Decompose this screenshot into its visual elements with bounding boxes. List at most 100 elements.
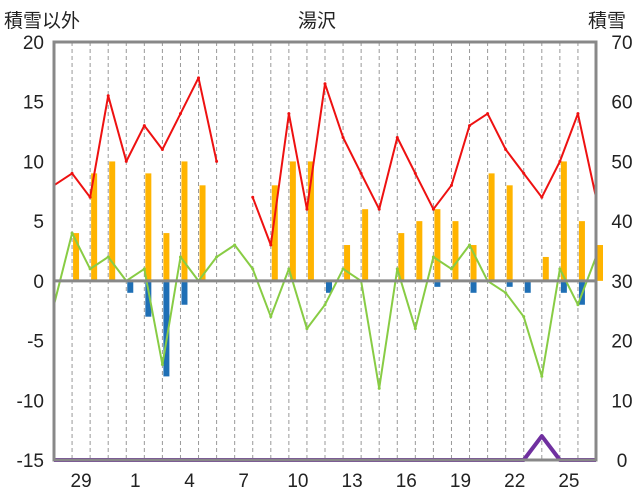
data-point xyxy=(504,147,508,151)
bar-mark xyxy=(163,280,170,377)
bar-mark xyxy=(326,280,332,293)
data-point xyxy=(540,195,544,199)
data-point xyxy=(486,112,490,116)
left-tick-label: -15 xyxy=(17,451,44,472)
bar-mark xyxy=(344,245,351,281)
data-point xyxy=(233,243,237,247)
bar-mark xyxy=(199,185,206,281)
data-point xyxy=(160,362,164,366)
left-tick-label: 10 xyxy=(23,152,44,173)
data-point xyxy=(251,195,255,199)
data-point xyxy=(178,112,182,116)
data-point xyxy=(413,171,417,175)
bar-mark xyxy=(524,280,531,293)
data-point xyxy=(468,124,472,128)
bar-mark xyxy=(73,233,80,281)
bar-mark xyxy=(307,161,314,281)
data-point xyxy=(341,136,345,140)
data-point xyxy=(178,255,182,259)
data-point xyxy=(359,171,363,175)
x-axis-ticks: 29 1 4 7 10 13 16 19 22 25 xyxy=(71,471,580,492)
data-point xyxy=(576,112,580,116)
data-point xyxy=(305,327,309,331)
x-tick-label: 25 xyxy=(558,471,579,492)
x-tick-label: 19 xyxy=(450,471,471,492)
data-point xyxy=(558,267,562,271)
bar-mark xyxy=(560,280,567,293)
left-axis-title: 積雪以外 xyxy=(4,11,81,32)
right-tick-label: 60 xyxy=(611,93,632,114)
left-tick-label: 0 xyxy=(33,272,44,293)
right-tick-label: 50 xyxy=(611,152,632,173)
data-point xyxy=(70,171,74,175)
bar-mark xyxy=(542,256,549,281)
bar-mark xyxy=(470,245,477,281)
x-tick-label: 29 xyxy=(71,471,92,492)
bar-mark xyxy=(506,280,513,287)
bar-mark xyxy=(488,173,495,281)
bar-mark xyxy=(289,161,296,281)
data-point xyxy=(88,267,92,271)
bar-mark xyxy=(470,280,477,293)
data-point xyxy=(341,267,345,271)
data-point xyxy=(377,207,381,211)
data-point xyxy=(197,76,201,80)
data-point xyxy=(377,386,381,390)
series-line xyxy=(53,76,597,246)
plot-frame xyxy=(52,40,598,462)
left-tick-label: -5 xyxy=(27,332,44,353)
data-point xyxy=(269,315,273,319)
x-tick-label: 4 xyxy=(184,471,195,492)
x-tick-label: 16 xyxy=(396,471,417,492)
data-point xyxy=(106,94,110,98)
bar-mark xyxy=(271,185,278,281)
right-tick-label: 20 xyxy=(611,332,632,353)
data-point xyxy=(142,124,146,128)
left-tick-label: 20 xyxy=(23,33,44,54)
left-tick-label: -10 xyxy=(17,391,44,412)
data-point xyxy=(287,267,291,271)
data-point xyxy=(323,303,327,307)
data-point xyxy=(504,291,508,295)
data-point xyxy=(540,434,544,438)
bar-mark xyxy=(398,233,405,281)
right-tick-label: 70 xyxy=(611,33,632,54)
data-point xyxy=(449,183,453,187)
left-tick-label: 15 xyxy=(23,93,44,114)
data-point xyxy=(269,243,273,247)
data-point xyxy=(468,243,472,247)
bar-mark xyxy=(145,173,152,281)
left-tick-label: 5 xyxy=(33,212,44,233)
data-point xyxy=(323,82,327,86)
bar-mark xyxy=(416,221,423,281)
bar-mark xyxy=(597,245,603,281)
data-point xyxy=(70,231,74,235)
data-point xyxy=(522,171,526,175)
bar-mark xyxy=(560,161,567,281)
data-point xyxy=(449,267,453,271)
data-point xyxy=(431,255,435,259)
right-tick-label: 40 xyxy=(611,212,632,233)
data-point xyxy=(576,303,580,307)
data-point xyxy=(413,327,417,331)
data-point xyxy=(540,374,544,378)
bar-mark xyxy=(91,173,98,281)
bar-mark xyxy=(362,209,369,281)
right-tick-label: 30 xyxy=(611,272,632,293)
bar-mark xyxy=(181,161,188,281)
data-point xyxy=(522,315,526,319)
bar-mark xyxy=(163,233,170,281)
data-point xyxy=(215,159,219,163)
data-point xyxy=(142,267,146,271)
data-point xyxy=(124,159,128,163)
data-point xyxy=(395,136,399,140)
bar-mark xyxy=(127,280,134,293)
bar-mark xyxy=(109,161,116,281)
right-axis-ticks: 70 60 50 40 30 20 10 0 xyxy=(611,33,632,472)
bar-mark xyxy=(434,280,441,287)
data-point xyxy=(160,147,164,151)
x-tick-label: 7 xyxy=(238,471,249,492)
chart-title: 湯沢 xyxy=(298,11,337,32)
bar-mark xyxy=(181,280,188,305)
